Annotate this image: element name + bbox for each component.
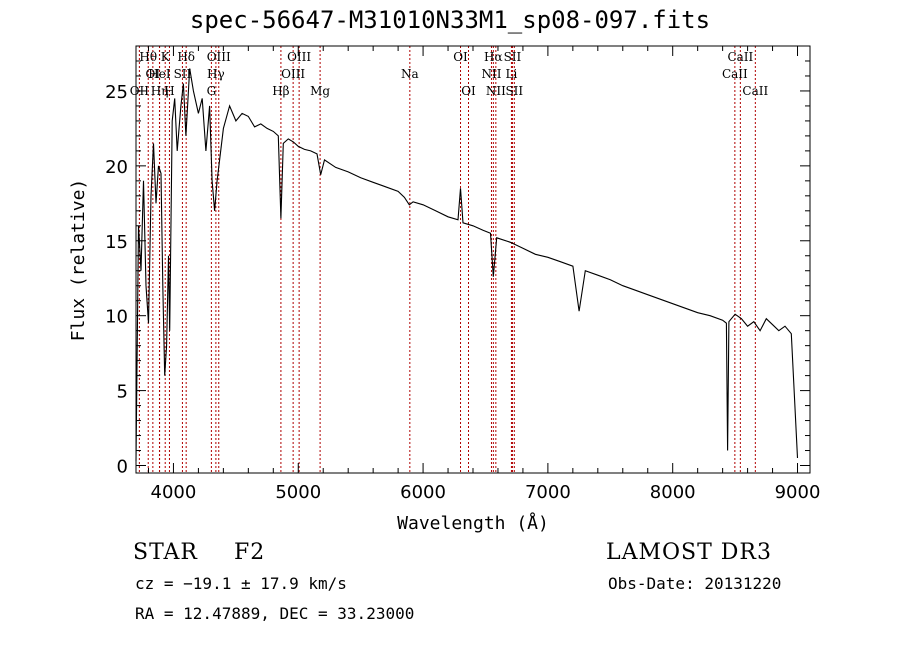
y-tick-label: 20 [105, 157, 128, 178]
line-marker-label: HeI [148, 67, 171, 81]
line-marker-label: Mg [310, 84, 330, 98]
y-tick-label: 0 [117, 457, 128, 478]
y-tick-label: 10 [105, 307, 128, 328]
x-axis-label: Wavelength (Å) [397, 512, 549, 534]
line-marker-label: SII [505, 84, 523, 98]
line-marker-label: CaII [742, 84, 768, 98]
survey-name: LAMOST DR3 [606, 540, 772, 565]
spectral-class: STAR F2 [133, 540, 265, 565]
line-markers [138, 46, 756, 473]
class-label: STAR [133, 540, 198, 565]
line-marker-label: SII [504, 50, 522, 64]
line-marker-label: NII [486, 84, 506, 98]
y-axis-label: Flux (relative) [68, 179, 89, 342]
chart-title: spec-56647-M31010N33M1_sp08-097.fits [189, 6, 711, 34]
flux-series-line [135, 68, 799, 462]
line-marker-label: Li [506, 67, 518, 81]
line-marker-label: Hγ [207, 67, 225, 81]
line-marker-label: H [164, 84, 174, 98]
line-marker-label: Hδ [177, 50, 195, 64]
line-marker-label: CaII [727, 50, 753, 64]
line-marker-label: K [161, 50, 171, 64]
line-marker-label: OII [130, 84, 150, 98]
line-marker-label: OI [453, 50, 468, 64]
line-marker-label: CaII [722, 67, 748, 81]
line-marker-label: OI [461, 84, 476, 98]
line-marker-label: OIII [287, 50, 311, 64]
line-marker-labels: OIIHθOIHηHeIKHSIIHδGHγOIIIHβOIIIOIIIMgNa… [130, 50, 769, 98]
line-marker-label: OIII [281, 67, 305, 81]
x-tick-label: 8000 [650, 482, 696, 503]
redshift-velocity: cz = −19.1 ± 17.9 km/s [135, 574, 347, 593]
x-tick-label: 5000 [275, 482, 321, 503]
subclass-label: F2 [234, 540, 266, 565]
line-marker-label: Na [401, 67, 419, 81]
plot-frame [135, 45, 811, 474]
x-tick-label: 9000 [775, 482, 821, 503]
y-tick-label: 25 [105, 82, 128, 103]
coordinates: RA = 12.47889, DEC = 33.23000 [135, 604, 415, 623]
line-marker-label: OI [146, 67, 161, 81]
x-tick-label: 4000 [151, 482, 197, 503]
y-tick-label: 15 [105, 232, 128, 253]
observation-date: Obs-Date: 20131220 [608, 574, 782, 593]
y-axis-ticks: 0 5 10 15 20 25 [105, 60, 810, 478]
y-tick-label: 5 [117, 382, 128, 403]
line-marker-label: OIII [207, 50, 231, 64]
x-axis-ticks: 4000 5000 6000 7000 8000 9000 [147, 46, 821, 503]
line-marker-label: Hθ [139, 50, 157, 64]
line-marker-label: G [207, 84, 217, 98]
line-marker-label: Hα [484, 50, 503, 64]
line-marker-label: NII [481, 67, 501, 81]
line-marker-label: Hβ [272, 84, 289, 98]
line-marker-label: Hη [151, 84, 169, 98]
x-tick-label: 6000 [400, 482, 446, 503]
line-marker-label: SII [174, 67, 192, 81]
x-tick-label: 7000 [525, 482, 571, 503]
